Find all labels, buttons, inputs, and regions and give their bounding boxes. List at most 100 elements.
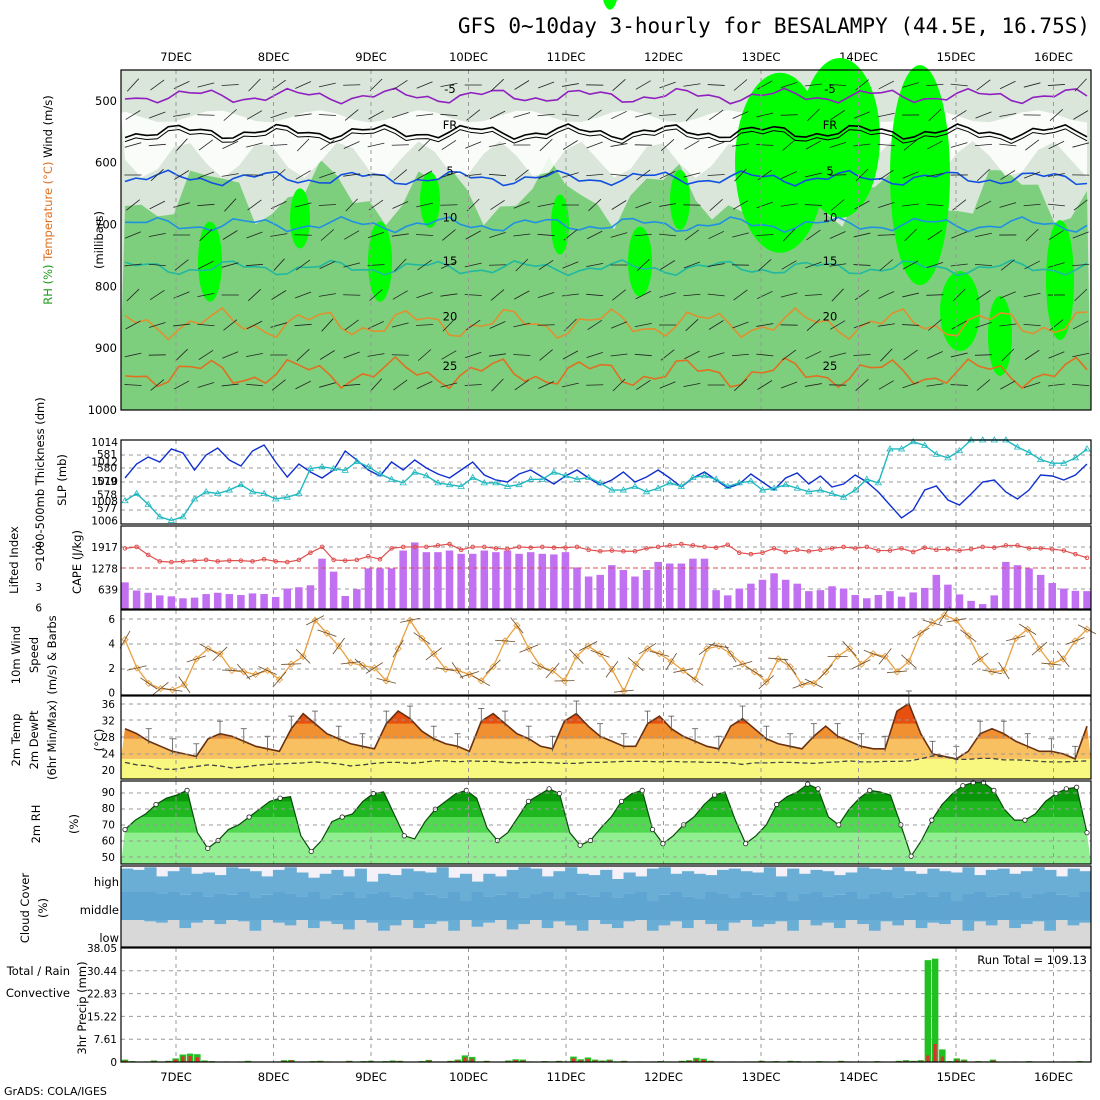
wind-barb — [611, 110, 627, 120]
wind-barb — [149, 289, 165, 301]
wind-barb — [829, 141, 846, 149]
cloud-cover-top — [541, 920, 554, 929]
wind-barb — [877, 143, 895, 147]
cape-bar — [665, 563, 674, 609]
pressure-tick-label: 900 — [95, 341, 117, 355]
wind-barb — [830, 199, 845, 211]
wind-barb — [173, 380, 190, 390]
wind-barb — [659, 233, 677, 237]
wind-barb — [296, 138, 310, 152]
cloud-bar-high — [962, 867, 975, 892]
isotherm-label: -5 — [824, 82, 835, 96]
wind-barb — [416, 170, 433, 180]
wind-barb — [417, 259, 432, 271]
wind-barb — [649, 650, 670, 657]
wind-barb — [223, 319, 238, 331]
cloud-cover-top — [249, 920, 262, 931]
cloud-bar-middle — [214, 893, 227, 920]
cloud-bar-low — [1067, 925, 1080, 947]
wind-speed-point — [382, 677, 390, 685]
cloud-bar-high — [740, 871, 753, 892]
wind-speed-point — [928, 619, 937, 627]
wind-barb — [902, 292, 920, 298]
cloud-bar-low — [144, 921, 157, 947]
wind-speed-line — [124, 614, 1088, 693]
wind-barb — [513, 322, 531, 328]
cloud-cover-top — [868, 892, 882, 894]
lifted-axis-label: Lifted Index — [7, 526, 21, 594]
cloud-bar-low — [448, 930, 461, 947]
wind-barb — [245, 383, 264, 387]
date-label-top: 7DEC — [160, 50, 191, 64]
date-label-top: 11DEC — [547, 50, 586, 64]
cloud-cover-top — [962, 920, 975, 931]
wind-barb — [673, 668, 694, 673]
wind-barb — [247, 199, 262, 211]
wind-barb — [197, 323, 215, 327]
upper-air-ylabel-part: RH (%) — [41, 261, 55, 305]
wind-barb — [783, 658, 797, 675]
wind-barb — [537, 81, 555, 89]
wind-barb — [999, 113, 1017, 117]
cloud-bar-middle — [366, 893, 379, 920]
cloud-bar-middle — [646, 900, 660, 920]
wind-barb — [464, 351, 482, 359]
wind-barb — [537, 113, 555, 117]
wind-barb — [319, 260, 336, 270]
cloud-bar-high — [1009, 873, 1022, 892]
wind-barb — [756, 144, 774, 146]
rh-tick-label: 90 — [102, 787, 115, 799]
cape-bar — [897, 596, 906, 609]
wind-barb — [539, 349, 553, 361]
wind-barb — [854, 289, 870, 301]
cape-bar — [515, 553, 523, 609]
wind-barb — [119, 630, 131, 649]
wind-barb — [459, 671, 480, 678]
wind-barb — [1072, 231, 1089, 239]
cloud-bar-low — [985, 925, 999, 947]
wind-speed-point — [1047, 660, 1056, 668]
thickness-point — [295, 489, 303, 497]
cloud-cover-top — [822, 892, 835, 897]
cloud-bar-middle — [892, 897, 905, 920]
cloud-bar-low — [974, 921, 987, 947]
cloud-bar-low — [611, 928, 625, 947]
cloud-bar-middle — [658, 894, 671, 920]
cloud-cover-top — [950, 892, 963, 901]
wind-barb — [707, 174, 725, 176]
precip-convective-bar — [702, 1059, 706, 1062]
wind-speed-point — [1000, 666, 1008, 675]
cape-bar — [805, 591, 813, 609]
lifted-index-point — [308, 550, 313, 556]
cloud-cover-top — [506, 920, 519, 930]
wind-barb — [780, 114, 798, 116]
wind-barb — [343, 383, 361, 387]
cloud-bar-high — [1020, 871, 1034, 892]
cloud-cover-top — [787, 892, 800, 901]
wind-tick-label: 0 — [108, 688, 115, 700]
wind-barb — [376, 678, 397, 684]
cloud-bar-high — [1079, 871, 1092, 892]
temp-tick-label: 32 — [102, 716, 115, 728]
wind-barb — [999, 323, 1017, 327]
wind-speed-point — [121, 635, 129, 644]
wind-barb — [928, 108, 942, 122]
wind-barb — [950, 263, 968, 267]
wind-barb — [878, 380, 894, 390]
thickness-point — [411, 468, 419, 475]
wind-barb — [659, 170, 676, 180]
wind-barb — [634, 233, 652, 237]
cloud-bar-high — [997, 868, 1010, 892]
cape-bar — [225, 594, 234, 609]
cloud-cover-top — [319, 920, 332, 922]
rh-saturated-region — [890, 65, 950, 286]
cloud-bar-middle — [261, 894, 274, 920]
precip-tick-label: 15.22 — [87, 1011, 117, 1023]
cloud-bar-middle — [904, 894, 917, 920]
wind-barb — [999, 234, 1017, 236]
wind-barb — [271, 379, 286, 391]
wind-barb — [223, 109, 237, 121]
wind-barb — [611, 200, 627, 210]
wind-speed-point — [833, 652, 842, 661]
lifted-tick-label: -3 — [32, 541, 42, 553]
